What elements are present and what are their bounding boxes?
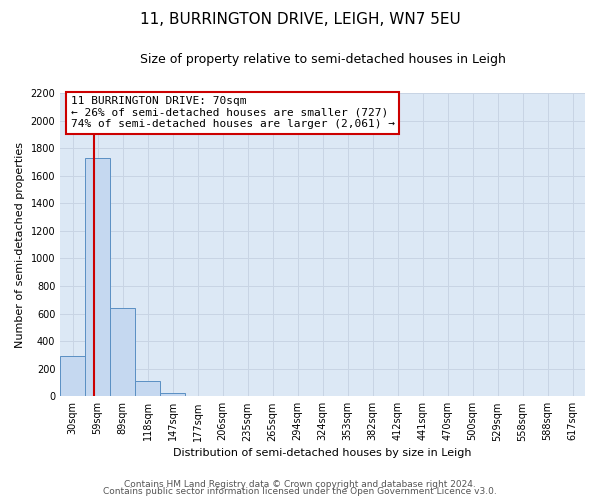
Bar xyxy=(60,356,85,397)
Bar xyxy=(160,393,185,396)
Y-axis label: Number of semi-detached properties: Number of semi-detached properties xyxy=(15,142,25,348)
Text: Contains public sector information licensed under the Open Government Licence v3: Contains public sector information licen… xyxy=(103,488,497,496)
Bar xyxy=(135,381,160,396)
Text: Contains HM Land Registry data © Crown copyright and database right 2024.: Contains HM Land Registry data © Crown c… xyxy=(124,480,476,489)
Bar xyxy=(110,308,135,396)
Text: 11 BURRINGTON DRIVE: 70sqm
← 26% of semi-detached houses are smaller (727)
74% o: 11 BURRINGTON DRIVE: 70sqm ← 26% of semi… xyxy=(71,96,395,130)
Text: 11, BURRINGTON DRIVE, LEIGH, WN7 5EU: 11, BURRINGTON DRIVE, LEIGH, WN7 5EU xyxy=(140,12,460,28)
X-axis label: Distribution of semi-detached houses by size in Leigh: Distribution of semi-detached houses by … xyxy=(173,448,472,458)
Bar xyxy=(85,158,110,396)
Title: Size of property relative to semi-detached houses in Leigh: Size of property relative to semi-detach… xyxy=(140,52,506,66)
